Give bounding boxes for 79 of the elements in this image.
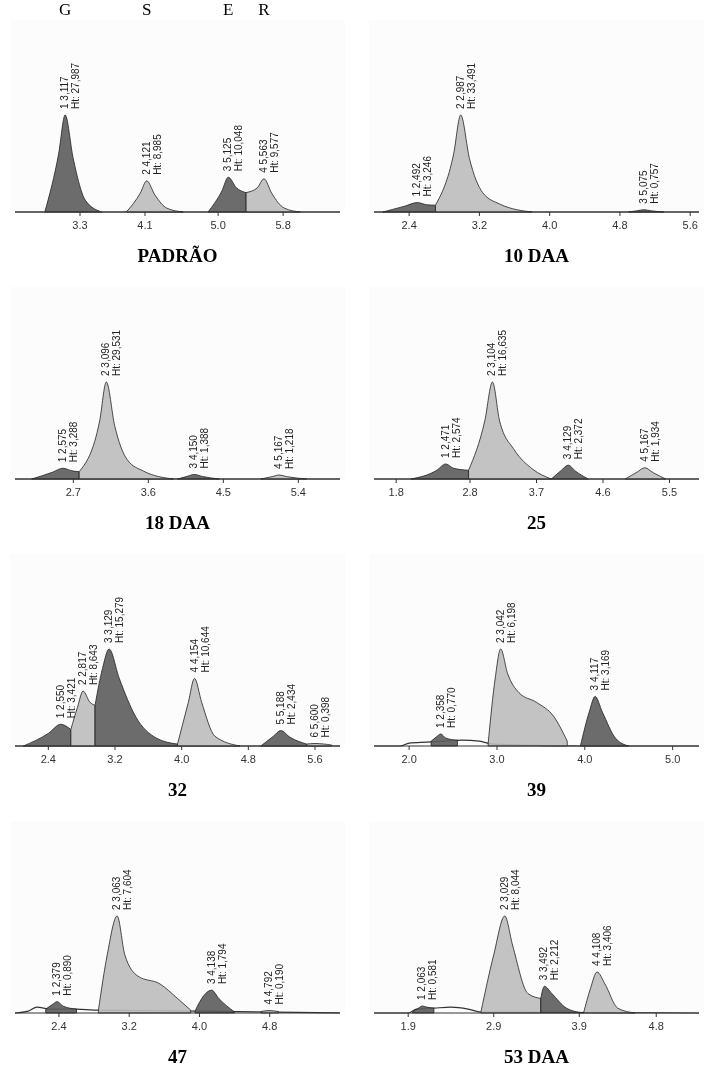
annotation: 3 4,150 Ht: 1,388 <box>188 427 211 469</box>
x-tick-label: 2.7 <box>65 486 81 498</box>
annotation: 4 4,154 Ht: 10,644 <box>188 625 211 673</box>
annotation: 2 3,104 Ht: 16,635 <box>486 329 509 376</box>
annotation: 3 5,075 Ht: 0,757 <box>638 162 661 204</box>
text: G <box>58 0 72 19</box>
x-tick-label: 4.8 <box>240 753 256 765</box>
annotation: 3 5,125 Ht: 10,048 <box>222 124 245 172</box>
x-tick-label: 3.9 <box>571 1020 587 1032</box>
x-tick-label: 5.6 <box>307 753 323 765</box>
annotation: 1 2,358 Ht: 0,770 <box>434 686 457 728</box>
annotation: 2 2,987 Ht: 33,491 <box>454 62 477 109</box>
x-tick-label: 1.9 <box>400 1020 416 1032</box>
x-tick-label: 4.6 <box>595 486 611 498</box>
text: R <box>258 0 271 19</box>
x-tick-label: 5.4 <box>290 486 306 498</box>
x-tick-label: 5.8 <box>275 219 291 231</box>
x-tick-label: 2.4 <box>40 753 56 765</box>
annotation: 1 2,379 Ht: 0,890 <box>51 954 74 996</box>
x-tick-label: 2.0 <box>401 753 417 765</box>
text: 25 <box>527 512 546 533</box>
annotation: 4 4,792 Ht: 0,190 <box>263 963 286 1005</box>
annotation: 4 5,167 Ht: 1,218 <box>272 428 295 470</box>
x-tick-label: 5.6 <box>682 219 698 231</box>
x-tick-label: 2.4 <box>401 219 417 231</box>
annotation: 3 4,129 Ht: 2,372 <box>562 418 585 460</box>
text: 53 DAA <box>504 1046 570 1067</box>
x-tick-label: 4.0 <box>542 219 558 231</box>
x-tick-label: 5.0 <box>665 753 681 765</box>
text: S <box>141 0 152 19</box>
x-tick-label: 3.2 <box>121 1020 137 1032</box>
annotation: 3 4,117 Ht: 3,169 <box>589 649 612 691</box>
x-tick-label: 4.0 <box>577 753 593 765</box>
annotation: 2 3,029 Ht: 8,044 <box>498 868 521 910</box>
annotation: 2 2,817 Ht: 8,643 <box>77 644 100 686</box>
annotation: 1 2,575 Ht: 3,288 <box>56 421 79 463</box>
annotation: 4 5,563 Ht: 9,577 <box>257 131 280 173</box>
annotation: 3 3,129 Ht: 15,279 <box>103 596 126 643</box>
annotation: 2 3,063 Ht: 7,604 <box>111 868 134 910</box>
annotation: 1 3,117 Ht: 27,987 <box>59 62 82 109</box>
x-tick-label: 2.4 <box>51 1020 67 1032</box>
annotation: 1 2,550 Ht: 3,421 <box>54 677 77 719</box>
x-tick-label: 4.8 <box>262 1020 278 1032</box>
x-tick-label: 2.9 <box>486 1020 502 1032</box>
x-tick-label: 4.1 <box>137 219 153 231</box>
x-tick-label: 5.0 <box>210 219 226 231</box>
x-tick-label: 3.6 <box>140 486 156 498</box>
annotation: 2 3,096 Ht: 29,531 <box>100 329 123 376</box>
x-tick-label: 3.0 <box>489 753 505 765</box>
text: 32 <box>168 779 187 800</box>
annotation: 6 5,600 Ht: 0,398 <box>309 696 331 738</box>
annotation: 4 5,167 Ht: 1,934 <box>638 420 661 462</box>
text: 10 DAA <box>504 245 570 266</box>
text: 18 DAA <box>145 512 211 533</box>
annotation: 1 2,063 Ht: 0,581 <box>416 959 439 1001</box>
x-tick-label: 3.7 <box>528 486 545 498</box>
x-tick-label: 4.8 <box>648 1020 664 1032</box>
annotation: 2 3,042 Ht: 6,198 <box>494 601 517 643</box>
x-tick-label: 1.8 <box>388 486 404 498</box>
annotation: 2 4,121 Ht: 8,985 <box>140 133 163 175</box>
annotation: 1 2,492 Ht: 3,246 <box>411 155 434 197</box>
annotation: 4 4,108 Ht: 3,406 <box>591 924 614 966</box>
annotation: 3 3,492 Ht: 2,212 <box>538 939 561 981</box>
annotation: 1 2,471 Ht: 2,574 <box>439 416 462 458</box>
x-tick-label: 4.0 <box>174 753 190 765</box>
x-tick-label: 3.3 <box>72 219 88 231</box>
text: 39 <box>527 779 546 800</box>
x-tick-label: 3.2 <box>107 753 123 765</box>
annotation: 3 4,138 Ht: 1,794 <box>205 943 228 985</box>
x-tick-label: 4.8 <box>612 219 628 231</box>
text: PADRÃO <box>137 245 218 266</box>
annotation: 5 5,188 Ht: 2,434 <box>274 683 297 725</box>
x-tick-label: 5.5 <box>661 486 678 498</box>
x-tick-label: 4.5 <box>215 486 231 498</box>
x-tick-label: 3.2 <box>471 219 488 231</box>
x-tick-label: 4.0 <box>191 1020 208 1032</box>
x-tick-label: 2.8 <box>462 486 478 498</box>
text: E <box>223 0 234 19</box>
text: 47 <box>168 1046 188 1067</box>
